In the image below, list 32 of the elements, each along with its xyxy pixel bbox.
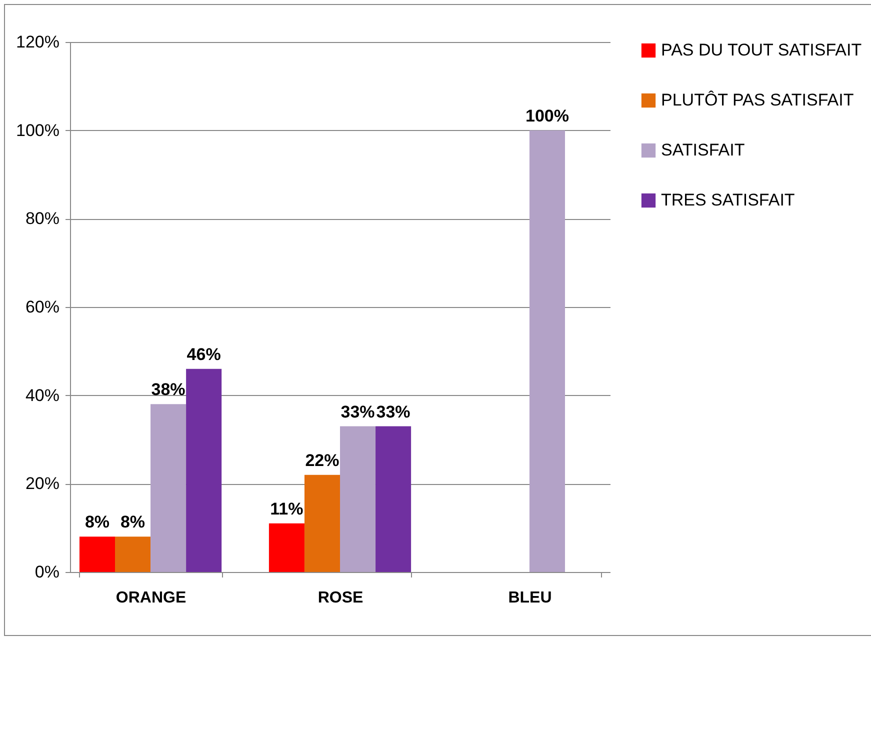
data-label: 33%: [376, 402, 410, 422]
bar: [529, 130, 565, 572]
data-label: 38%: [151, 380, 186, 400]
bar: [186, 368, 222, 572]
data-label: 11%: [270, 499, 304, 518]
legend-label: PLUTÔT PAS SATISFAIT: [661, 90, 854, 110]
x-tick-label: BLEU: [508, 590, 552, 606]
y-tick-label: 120%: [16, 32, 60, 52]
bar: [115, 536, 151, 572]
y-tick-label: 80%: [25, 209, 60, 228]
data-label: 33%: [340, 402, 375, 422]
bar: [79, 536, 115, 572]
data-label: 8%: [120, 512, 146, 532]
x-tick-label: ROSE: [318, 590, 364, 606]
y-tick-label: 40%: [25, 386, 60, 405]
y-tick-label: 100%: [16, 120, 60, 140]
data-label: 8%: [84, 512, 110, 532]
bar: [340, 426, 376, 572]
bar: [268, 523, 304, 572]
bar: [376, 426, 412, 572]
y-tick-label: 20%: [25, 474, 60, 494]
legend-label: PAS DU TOUT SATISFAIT: [661, 40, 862, 60]
legend-label: TRES SATISFAIT: [661, 190, 795, 210]
x-tick-label: ORANGE: [116, 590, 186, 606]
data-label: 46%: [186, 344, 221, 364]
bar: [304, 474, 340, 572]
y-tick-label: 0%: [34, 562, 60, 582]
legend-label: SATISFAIT: [661, 140, 745, 160]
data-label: 100%: [525, 106, 569, 126]
data-label: 22%: [305, 450, 340, 470]
y-tick-label: 60%: [25, 298, 60, 316]
bar: [150, 404, 186, 572]
